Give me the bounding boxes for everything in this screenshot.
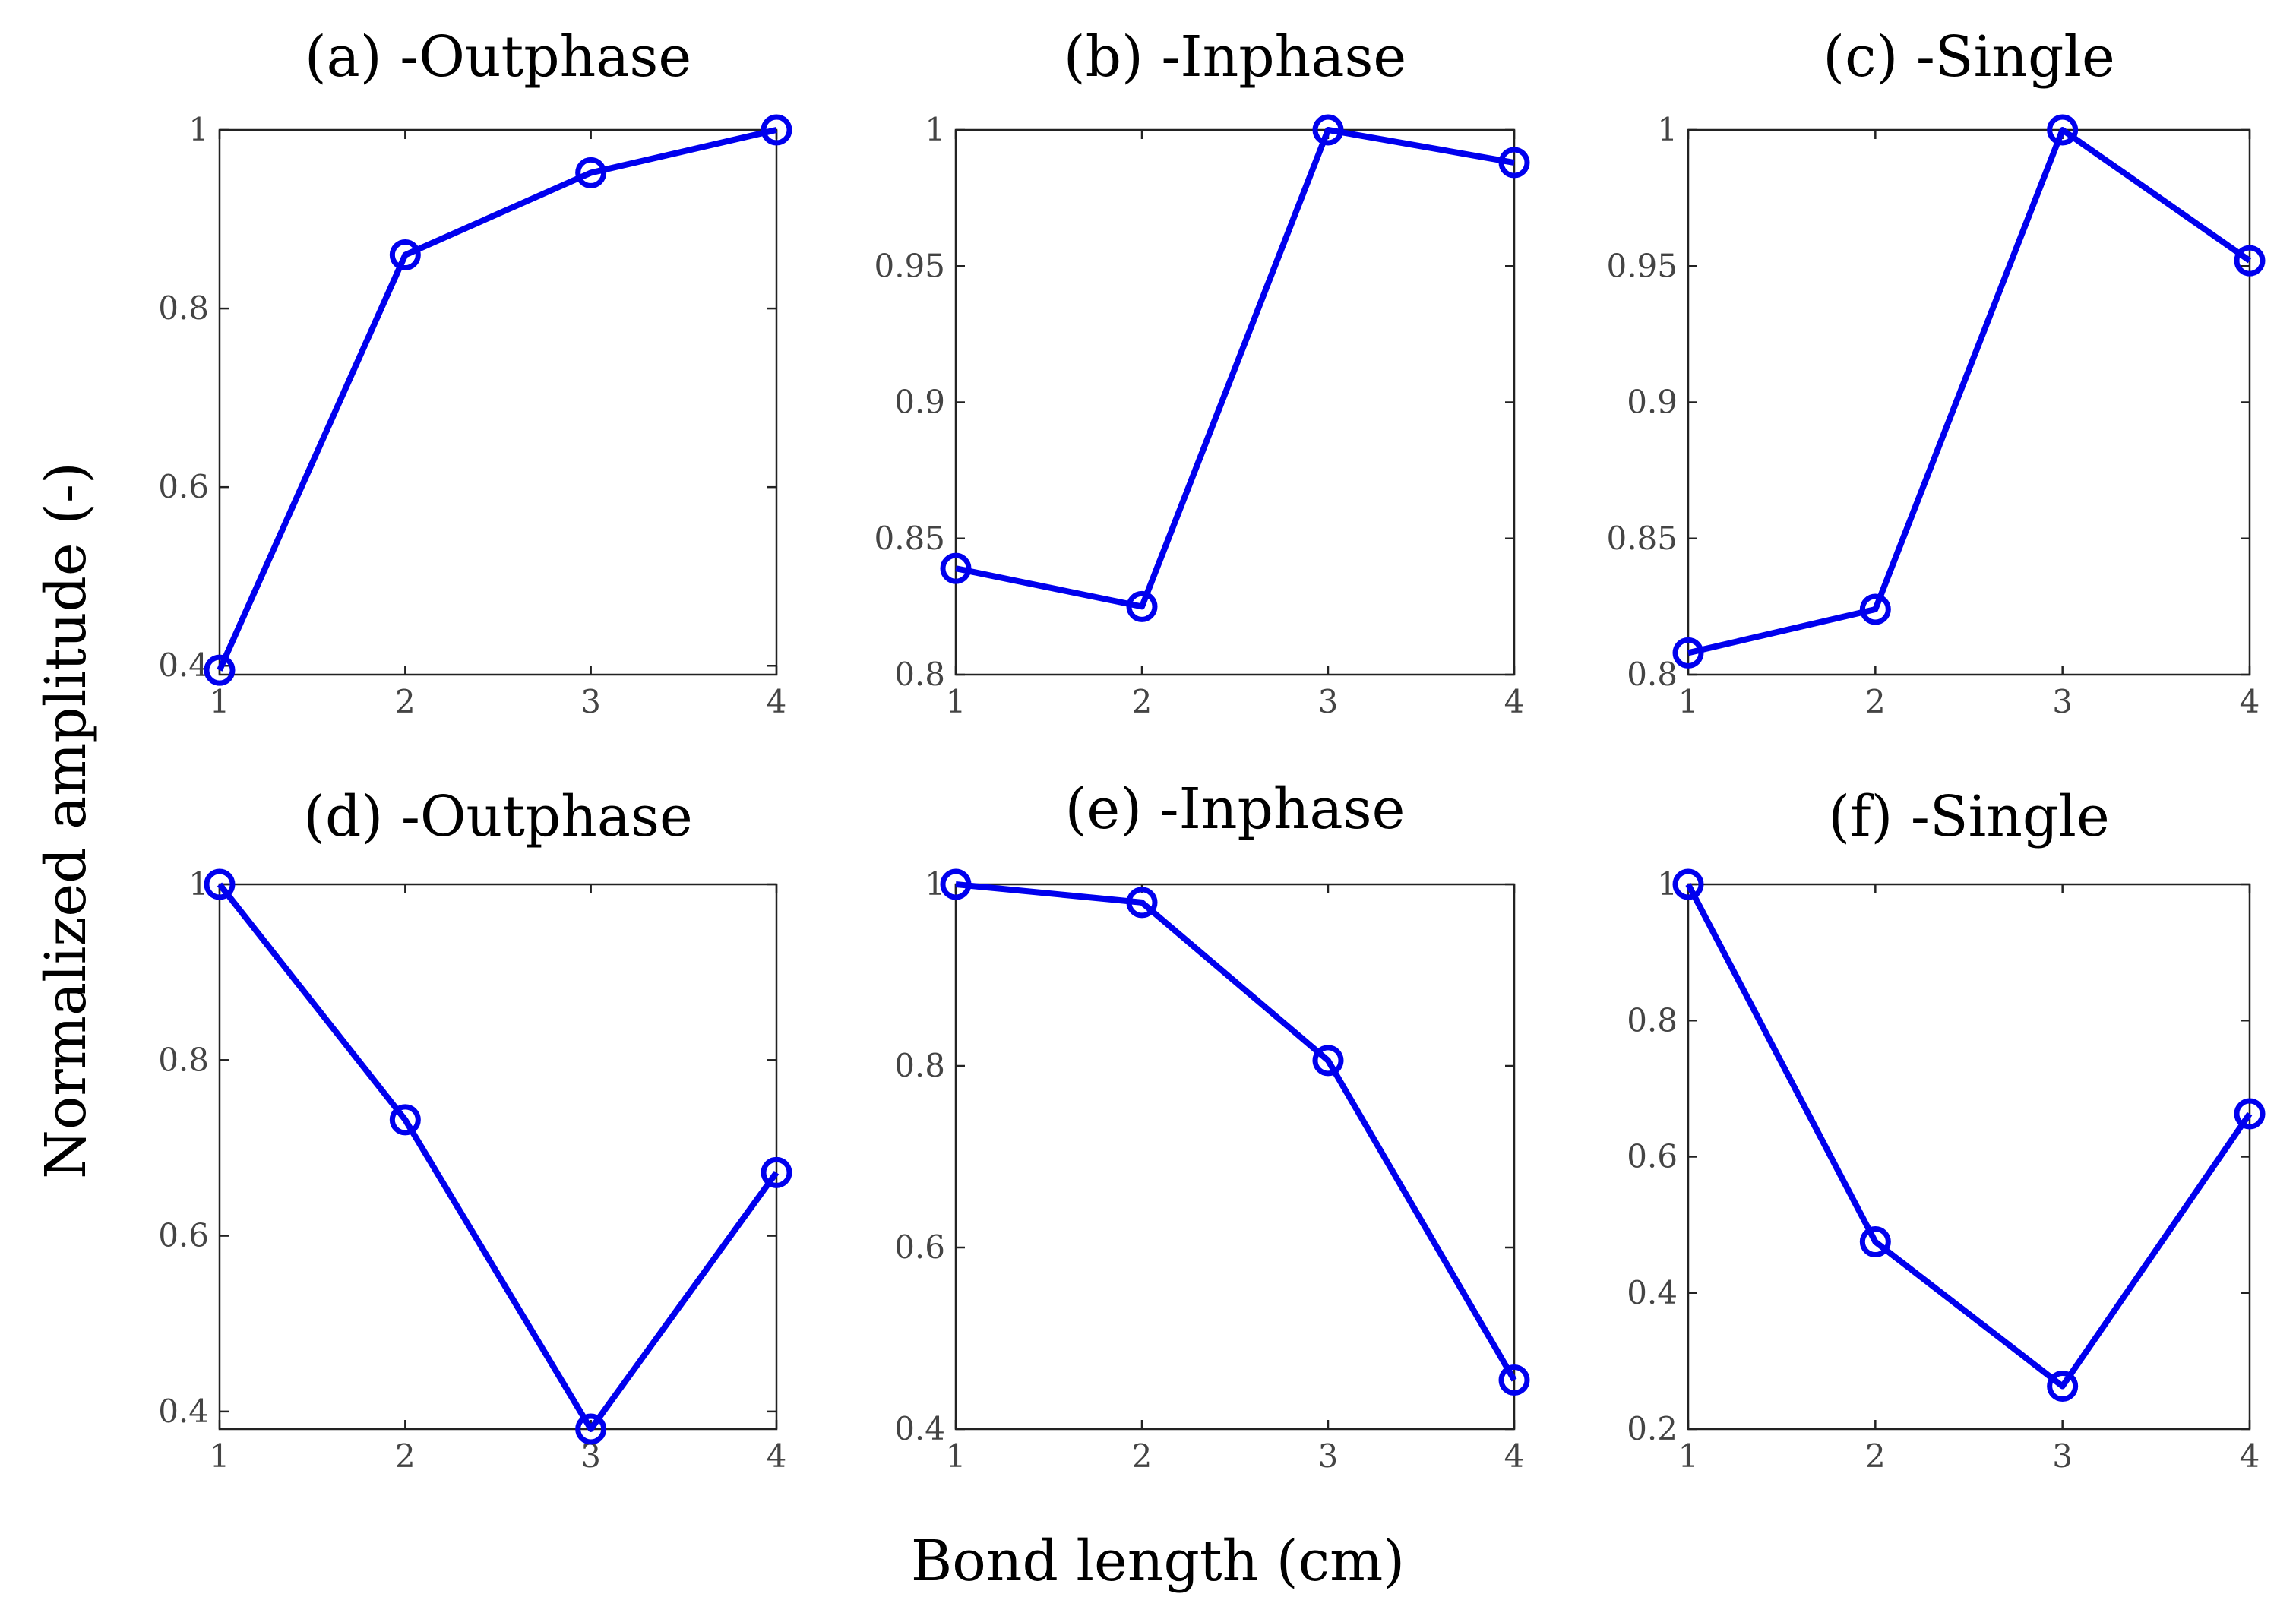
series-line — [217, 882, 780, 1432]
data-point — [940, 868, 972, 900]
data-point — [1312, 114, 1344, 146]
series-line — [1687, 127, 2252, 656]
x-tick-label: 2 — [1132, 1437, 1153, 1475]
x-tick-label: 1 — [1678, 1437, 1699, 1475]
y-tick-label: 0.8 — [158, 1041, 209, 1078]
data-point — [204, 654, 236, 686]
x-tick-label: 4 — [767, 683, 787, 720]
y-tick-label: 1 — [1657, 111, 1678, 148]
x-axis-label: Bond length (cm) — [911, 1529, 1405, 1594]
x-tick-label: 4 — [767, 1437, 787, 1475]
data-point — [1312, 1045, 1344, 1077]
axes-box — [218, 883, 778, 1431]
y-tick-label: 1 — [188, 111, 209, 148]
y-tick-label: 0.95 — [1606, 247, 1678, 284]
x-tick-label: 2 — [395, 683, 416, 720]
y-tick-label: 0.6 — [1627, 1138, 1678, 1175]
axes-box — [954, 128, 1516, 676]
y-tick-label: 0.6 — [894, 1228, 945, 1266]
y-tick-label: 0.8 — [1627, 656, 1678, 693]
series-line — [217, 127, 777, 672]
x-tick-label: 1 — [210, 1437, 230, 1475]
x-tick-label: 1 — [210, 683, 230, 720]
panel-title: (f) -Single — [1828, 784, 2110, 849]
data-point — [389, 239, 421, 271]
data-point — [389, 1104, 421, 1136]
axes-box — [218, 128, 778, 676]
data-point — [1498, 1364, 1530, 1396]
panel-1: (a) -Outphase 1 2 3 4 0.4 0.6 0.8 1 — [158, 24, 792, 720]
y-tick-label: 1 — [925, 111, 945, 148]
panel-title: (c) -Single — [1823, 24, 2115, 90]
series-line — [1685, 883, 2253, 1390]
data-point — [1859, 1226, 1891, 1258]
y-tick-label: 0.8 — [894, 656, 945, 693]
y-tick-label: 0.95 — [874, 247, 945, 284]
y-tick-label: 0.8 — [158, 289, 209, 327]
data-point — [2047, 114, 2079, 146]
data-point — [575, 157, 607, 188]
data-point — [2234, 245, 2266, 277]
y-tick-label: 0.85 — [874, 520, 945, 557]
data-point — [2234, 1098, 2266, 1130]
x-tick-label: 3 — [1318, 683, 1339, 720]
data-point — [1126, 887, 1158, 919]
data-point — [575, 1413, 607, 1445]
y-axis-label: Normalized amplitude (-) — [33, 462, 99, 1179]
y-tick-label: 0.8 — [894, 1047, 945, 1084]
data-point — [1859, 593, 1891, 625]
y-tick-label: 0.6 — [158, 468, 209, 505]
data-point — [761, 114, 792, 146]
panel-title: (a) -Outphase — [305, 24, 691, 90]
x-tick-label: 4 — [1504, 1437, 1525, 1475]
x-tick-label: 4 — [2240, 683, 2260, 720]
x-tick-label: 2 — [1865, 1437, 1886, 1475]
y-tick-label: 0.9 — [1627, 384, 1678, 421]
axes-box — [1687, 883, 2251, 1431]
x-tick-label: 3 — [2052, 683, 2073, 720]
data-point — [1672, 868, 1704, 900]
y-tick-label: 0.4 — [158, 1393, 209, 1430]
series-line — [955, 127, 1515, 610]
y-tick-label: 0.4 — [894, 1410, 945, 1447]
panel-2: (b) -Inphase 1 2 3 4 0.8 0.85 0.9 0.95 1 — [874, 24, 1530, 720]
x-tick-label: 1 — [946, 683, 966, 720]
data-point — [1672, 637, 1704, 669]
axes-box — [1687, 128, 2251, 676]
y-tick-label: 0.6 — [158, 1217, 209, 1254]
x-tick-label: 4 — [1504, 683, 1525, 720]
x-tick-label: 3 — [580, 683, 601, 720]
x-tick-label: 2 — [1865, 683, 1886, 720]
data-point — [1498, 147, 1530, 179]
x-tick-label: 2 — [1132, 683, 1153, 720]
x-tick-label: 3 — [1318, 1437, 1339, 1475]
data-point — [761, 1156, 792, 1188]
y-tick-label: 0.8 — [1627, 1001, 1678, 1039]
panel-3: (c) -Single 1 2 3 4 0.8 0.85 0.9 0.95 1 — [1606, 24, 2266, 720]
axes-box — [954, 883, 1516, 1431]
y-tick-label: 0.9 — [894, 384, 945, 421]
y-tick-label: 0.4 — [158, 647, 209, 684]
data-point — [2047, 1371, 2079, 1402]
series-line — [955, 881, 1517, 1382]
x-tick-label: 3 — [2052, 1437, 2073, 1475]
panel-title: (d) -Outphase — [303, 784, 693, 849]
data-point — [204, 868, 236, 900]
data-point — [940, 552, 972, 584]
panel-title: (e) -Inphase — [1065, 776, 1406, 842]
x-tick-label: 4 — [2240, 1437, 2260, 1475]
x-tick-label: 2 — [395, 1437, 416, 1475]
y-tick-label: 0.2 — [1627, 1410, 1678, 1447]
panel-title: (b) -Inphase — [1064, 24, 1406, 90]
y-tick-label: 0.85 — [1606, 520, 1678, 557]
y-tick-label: 0.4 — [1627, 1274, 1678, 1311]
data-point — [1126, 590, 1158, 622]
x-tick-label: 1 — [946, 1437, 966, 1475]
x-tick-label: 1 — [1678, 683, 1699, 720]
